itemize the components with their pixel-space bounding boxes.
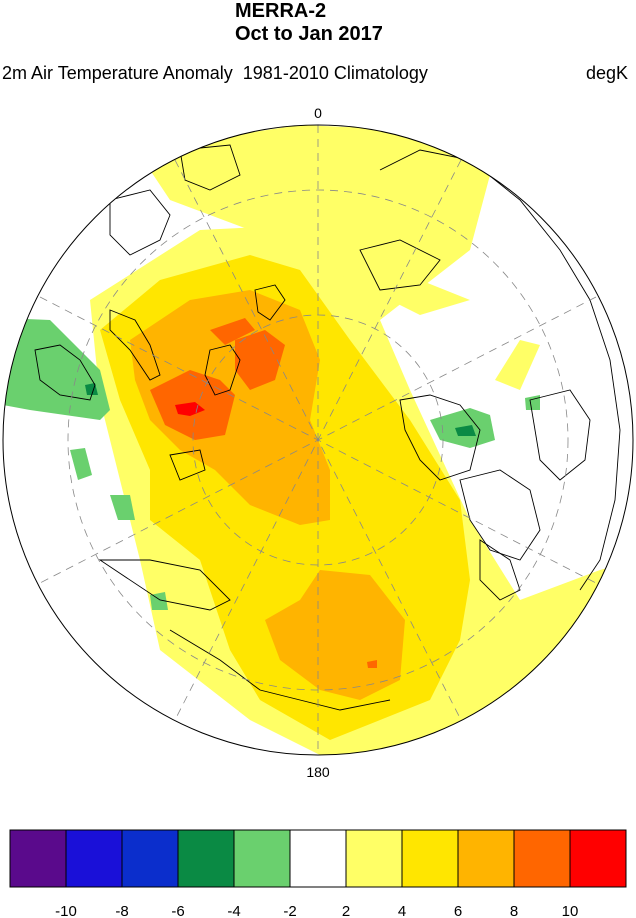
colorbar-swatch [233, 829, 291, 888]
anomaly-region-8-10 [367, 660, 377, 668]
colorbar-tick-label: 2 [342, 903, 350, 918]
colorbar-tick-label: -4 [227, 903, 240, 918]
anomaly-region-minus-4-minus-2 [110, 495, 135, 520]
graticule [39, 125, 597, 755]
colorbar-swatch [457, 829, 515, 888]
colorbar-swatch [289, 829, 347, 888]
coastline-eurasia [359, 239, 441, 291]
colorbar-tick-label: -2 [283, 903, 296, 918]
colorbar-swatch [513, 829, 571, 888]
colorbar-swatch [345, 829, 403, 888]
coastline-eurasia [529, 389, 591, 481]
coastline-arctic-islands [204, 344, 241, 396]
coastline-greenland [109, 309, 161, 381]
anomaly-region-2-4 [495, 340, 540, 390]
coastline-arctic-islands [254, 284, 286, 321]
subtitle-units: degK [586, 63, 629, 83]
anomaly-region-minus-4-minus-2 [3, 318, 110, 420]
colorbar-swatch [401, 829, 459, 888]
colorbar-tick-label: -6 [171, 903, 184, 918]
coastline-north-america [98, 559, 231, 611]
colorbar-swatch [9, 829, 67, 888]
colorbar-swatch [569, 829, 627, 888]
colorbar-tick-label: 6 [454, 903, 462, 918]
subtitle-variable: 2m Air Temperature Anomaly 1981-2010 Cli… [2, 63, 428, 83]
anomaly-field [3, 125, 633, 755]
anomaly-region-8-10 [235, 330, 285, 390]
coastline-north-america [179, 144, 241, 191]
coastline-eurasia [479, 539, 521, 601]
anomaly-region-2-4 [150, 125, 490, 320]
meridian-line [174, 159, 462, 721]
meridian-label-180: 180 [306, 764, 330, 780]
anomaly-region-minus-4-minus-2 [525, 395, 540, 410]
colorbar-swatch [121, 829, 179, 888]
anomaly-region-minus-4-minus-2 [70, 448, 92, 480]
coastline-north-america [109, 189, 171, 256]
coastline-eurasia [459, 469, 541, 561]
coastline-eurasia [399, 394, 481, 481]
coastline-arctic-islands [169, 449, 206, 481]
colorbar-swatch [65, 829, 123, 888]
coastline-north-america [34, 344, 96, 401]
colorbar-swatch [177, 829, 235, 888]
colorbar-tick-label: -8 [115, 903, 128, 918]
title-line-2: Oct to Jan 2017 [235, 23, 383, 45]
anomaly-region-8-10 [210, 318, 255, 345]
map-boundary [2, 124, 634, 756]
anomaly-region-minus-6-minus-4 [455, 425, 476, 436]
colorbar-tick-label: 8 [510, 903, 518, 918]
title-line-1: MERRA-2 [235, 0, 327, 22]
colorbar: -10 -8 -6 -4 -2 2 4 6 8 10 [9, 829, 627, 918]
colorbar-tick-label: 4 [398, 903, 406, 918]
colorbar-tick-label: 10 [562, 903, 579, 918]
colorbar-tick-label: -10 [55, 903, 77, 918]
coastline-north-america [169, 629, 391, 711]
meridian-label-0: 0 [314, 105, 322, 121]
